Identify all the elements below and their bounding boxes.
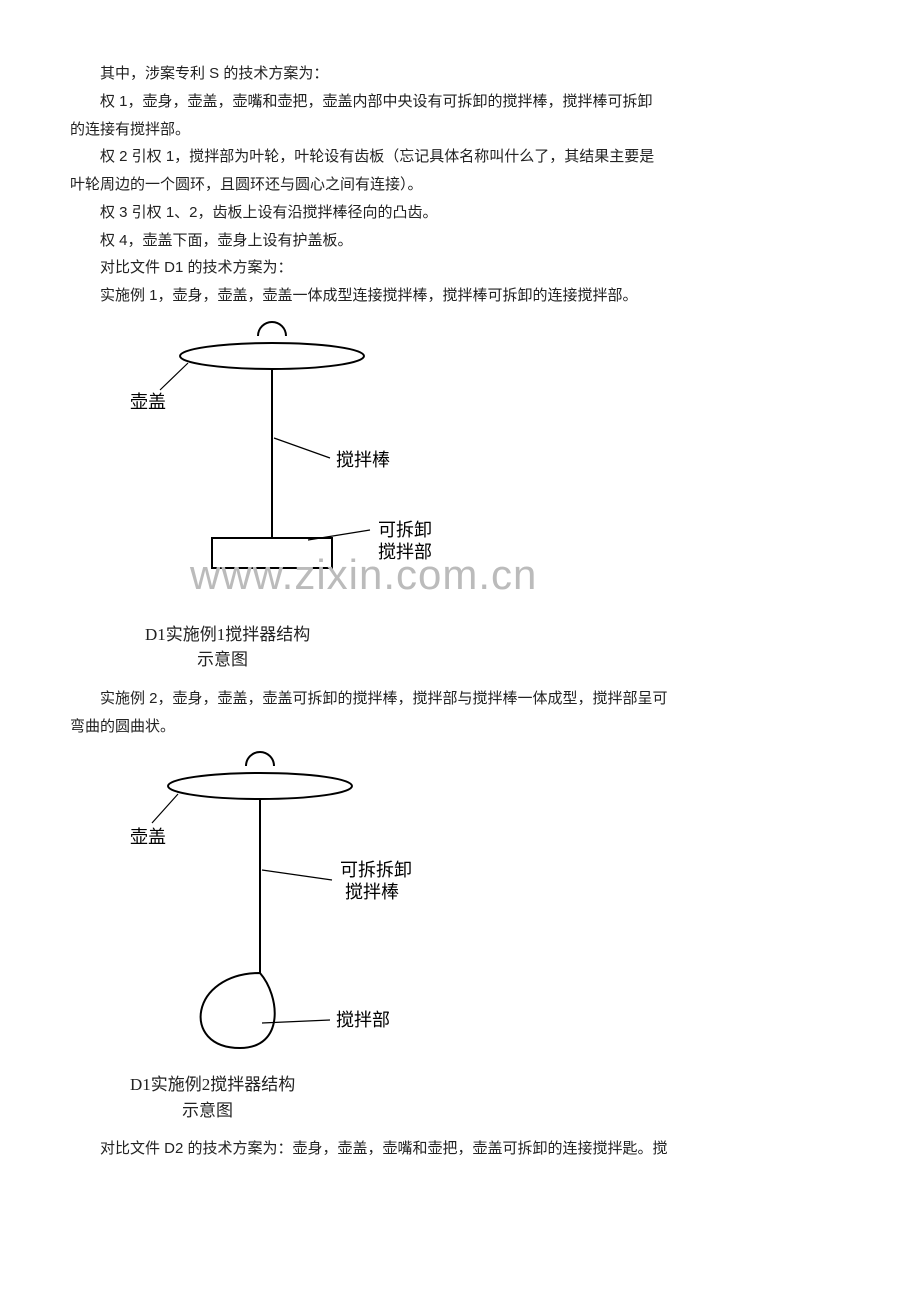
fig2-label-mixpart: 搅拌部 [336,1010,390,1030]
caption-line: 示意图 [197,647,850,673]
figure-2: 壶盖 可拆拆卸 搅拌棒 搅拌部 [130,748,850,1068]
fig1-label-rod: 搅拌棒 [336,450,390,470]
figure-1-caption: D1实施例1搅拌器结构 示意图 [145,622,850,673]
fig1-label-lid: 壶盖 [130,392,166,412]
paragraph: 对比文件 D1 的技术方案为： [70,254,850,282]
figure-2-svg: 壶盖 可拆拆卸 搅拌棒 搅拌部 [130,748,510,1063]
paragraph: 对比文件 D2 的技术方案为：壶身，壶盖，壶嘴和壶把，壶盖可拆卸的连接搅拌匙。搅 [70,1135,850,1163]
fig1-label-mixpart: 搅拌部 [378,542,432,562]
caption-line: D1实施例2搅拌器结构 [130,1072,850,1098]
figure-1: www.zixin.com.cn 壶盖 搅拌棒 可拆卸 搅拌部 [130,318,850,618]
paragraph: 弯曲的圆曲状。 [70,713,850,741]
paragraph: 权 1，壶身，壶盖，壶嘴和壶把，壶盖内部中央设有可拆卸的搅拌棒，搅拌棒可拆卸 [70,88,850,116]
figure-1-svg: 壶盖 搅拌棒 可拆卸 搅拌部 [130,318,550,608]
fig2-label-rod-l2: 搅拌棒 [345,882,399,902]
fig1-label-detach: 可拆卸 [378,520,432,540]
paragraph: 实施例 2，壶身，壶盖，壶盖可拆卸的搅拌棒，搅拌部与搅拌棒一体成型，搅拌部呈可 [70,685,850,713]
paragraph: 实施例 1，壶身，壶盖，壶盖一体成型连接搅拌棒，搅拌棒可拆卸的连接搅拌部。 [70,282,850,310]
figure-2-caption: D1实施例2搅拌器结构 示意图 [130,1072,850,1123]
paragraph: 其中，涉案专利 S 的技术方案为： [70,60,850,88]
fig2-label-lid: 壶盖 [130,827,166,847]
paragraph: 的连接有搅拌部。 [70,116,850,144]
paragraph: 叶轮周边的一个圆环，且圆环还与圆心之间有连接）。 [70,171,850,199]
paragraph: 权 4，壶盖下面，壶身上设有护盖板。 [70,227,850,255]
paragraph: 权 3 引权 1、2，齿板上设有沿搅拌棒径向的凸齿。 [70,199,850,227]
caption-line: 示意图 [182,1098,850,1124]
caption-line: D1实施例1搅拌器结构 [145,622,850,648]
fig2-label-rod-l1: 可拆拆卸 [340,860,412,880]
paragraph: 权 2 引权 1，搅拌部为叶轮，叶轮设有齿板（忘记具体名称叫什么了，其结果主要是 [70,143,850,171]
